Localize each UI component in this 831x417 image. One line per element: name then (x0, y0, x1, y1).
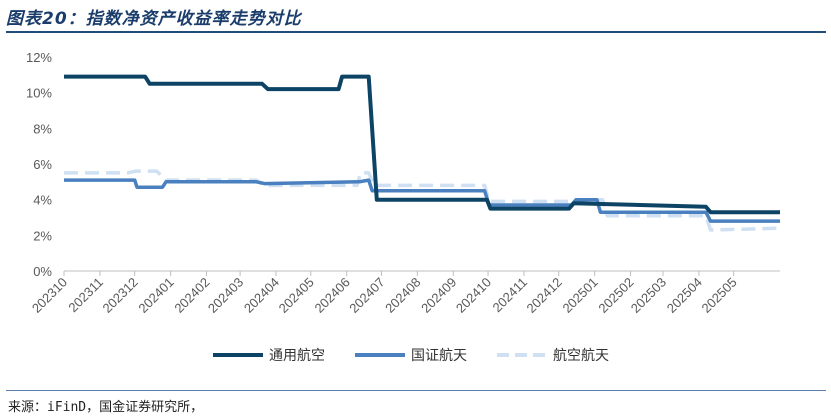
x-tick-label: 202312 (100, 275, 141, 316)
x-tick-label: 202503 (628, 275, 669, 316)
x-tick-label: 202411 (489, 275, 530, 316)
series-line-1 (64, 74, 780, 215)
y-tick-label: 2% (33, 228, 52, 243)
title-divider (6, 31, 826, 33)
legend-label-2: 国证航天 (411, 348, 467, 364)
x-tick-label: 202403 (205, 275, 246, 316)
x-tick-label: 202311 (65, 275, 106, 316)
y-tick-label: 4% (33, 193, 52, 208)
x-tick-label: 202501 (559, 275, 600, 316)
figure-title: 图表20：指数净资产收益率走势对比 (6, 9, 302, 29)
x-tick-label: 202401 (135, 275, 176, 316)
legend-label-1: 通用航空 (269, 348, 325, 364)
roe-line-chart: 0%2%4%6%8%10%12% 20231020231120231220240… (26, 50, 781, 364)
x-tick-label: 202402 (171, 275, 212, 316)
y-tick-label: 6% (33, 157, 52, 172)
y-tick-label: 8% (33, 121, 52, 136)
x-tick-label: 202310 (29, 275, 70, 316)
series-line-3 (64, 169, 781, 232)
x-tick-label: 202410 (453, 275, 494, 316)
y-tick-label: 10% (26, 86, 52, 101)
series-line-2 (64, 178, 780, 223)
y-axis: 0% 2% 4% 6% 8% 10% 12% (26, 50, 52, 279)
x-tick-label: 202408 (382, 275, 423, 316)
x-tick-label: 202404 (241, 275, 282, 316)
x-tick-label: 202405 (276, 275, 317, 316)
x-tick-label: 202407 (346, 275, 387, 316)
source-note: 来源：iFinD，国金证券研究所， (8, 400, 204, 415)
y-tick-label: 12% (26, 50, 52, 65)
series-layer (64, 74, 781, 232)
x-tick-label: 202502 (595, 275, 636, 316)
x-tick-label: 202412 (524, 275, 565, 316)
x-tick-label: 202505 (698, 275, 739, 316)
x-tick-label: 202406 (312, 275, 353, 316)
x-tick-label: 202504 (664, 275, 705, 316)
source-divider (6, 390, 826, 391)
x-axis: 2023102023112023122024012024022024032024… (29, 270, 780, 316)
legend-label-3: 航空航天 (553, 348, 609, 364)
x-tick-label: 202409 (418, 275, 459, 316)
legend: 通用航空 国证航天 航空航天 (213, 348, 609, 364)
y-tick-label: 0% (33, 264, 52, 279)
